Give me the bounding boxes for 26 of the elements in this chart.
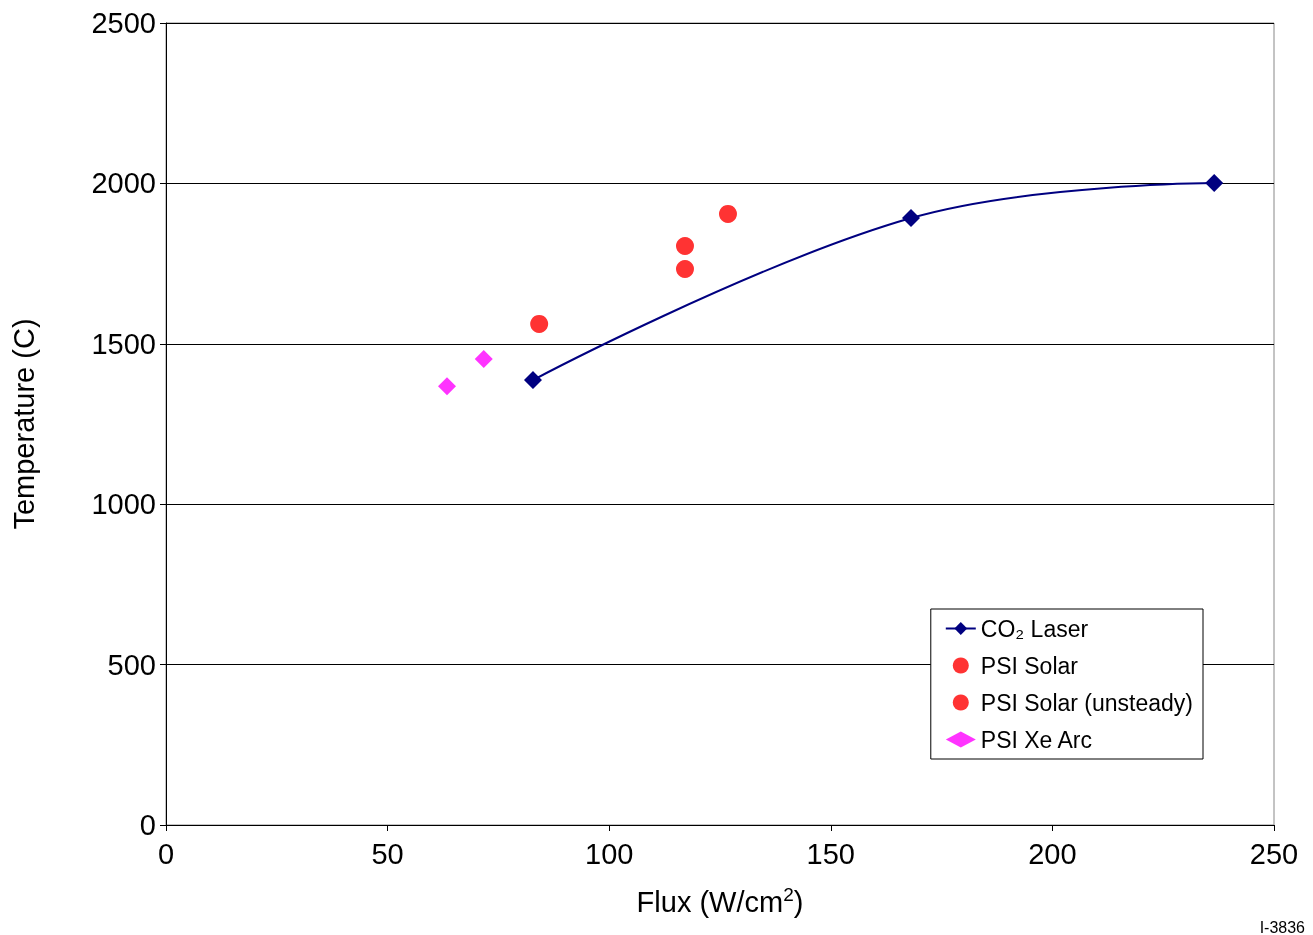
point bbox=[474, 349, 493, 368]
x-tick-label: 150 bbox=[806, 837, 855, 870]
point bbox=[1205, 174, 1224, 193]
point bbox=[437, 377, 456, 396]
y-tick-label: 0 bbox=[139, 809, 156, 841]
x-tick-label: 250 bbox=[1249, 837, 1299, 870]
y-axis-title: Temperature (C) bbox=[7, 318, 40, 530]
text: I-3836 bbox=[1259, 918, 1306, 935]
y-tick-label: 1000 bbox=[91, 488, 156, 521]
point bbox=[676, 260, 694, 279]
point bbox=[523, 371, 542, 390]
legend-label: CO₂ Laser bbox=[980, 615, 1089, 642]
point bbox=[530, 314, 549, 333]
x-tick-label: 50 bbox=[371, 837, 404, 870]
x-tick-label: 100 bbox=[585, 837, 634, 870]
point bbox=[902, 209, 921, 228]
y-tick-label: 2500 bbox=[91, 7, 156, 39]
legend-label: PSI Solar (unsteady) bbox=[980, 689, 1194, 716]
point bbox=[719, 204, 737, 223]
legend-label: PSI Xe Arc bbox=[980, 726, 1093, 753]
y-tick-label: 500 bbox=[107, 648, 156, 681]
x-tick-label: 200 bbox=[1028, 837, 1077, 870]
y-tick-label: 1500 bbox=[91, 327, 156, 360]
legend-label: PSI Solar bbox=[980, 652, 1079, 679]
y-tick-label: 2000 bbox=[91, 167, 156, 200]
point bbox=[676, 236, 694, 255]
